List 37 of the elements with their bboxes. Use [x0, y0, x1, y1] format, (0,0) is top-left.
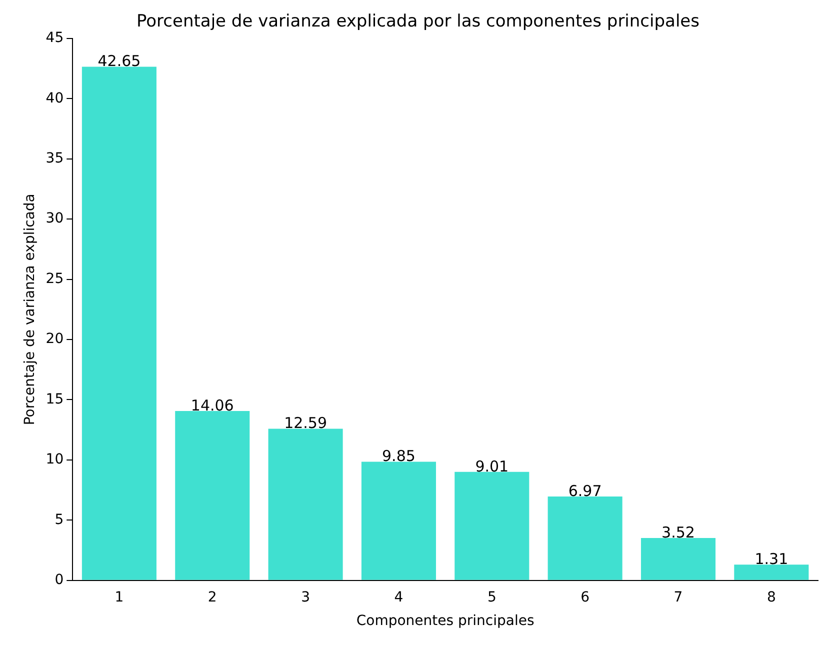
data-label: 6.97 — [568, 482, 602, 500]
data-label: 42.65 — [98, 52, 141, 70]
y-tick-label: 25 — [46, 270, 64, 287]
x-tick-label: 6 — [580, 589, 590, 606]
x-tick-label: 7 — [674, 589, 683, 606]
bar — [548, 496, 622, 580]
bar — [734, 564, 809, 580]
data-label: 1.31 — [754, 550, 788, 568]
bar — [268, 428, 343, 580]
x-tick-label: 5 — [487, 589, 496, 606]
x-tick-label: 1 — [114, 589, 124, 606]
y-axis-title: Porcentaje de varianza explicada — [22, 194, 38, 426]
x-tick-label: 8 — [766, 589, 776, 606]
data-label: 12.59 — [284, 414, 328, 432]
y-tick-label: 20 — [46, 331, 64, 348]
y-tick-label: 35 — [46, 150, 64, 166]
x-tick-label: 2 — [208, 589, 217, 606]
y-tick-label: 0 — [54, 572, 64, 588]
y-tick-label: 40 — [46, 90, 64, 106]
data-label: 3.52 — [662, 523, 695, 542]
x-tick-label: 4 — [394, 589, 404, 606]
y-tick-label: 30 — [46, 210, 64, 227]
bar — [175, 411, 250, 580]
bar — [454, 472, 530, 580]
x-axis-title: Componentes principales — [356, 613, 534, 630]
bar — [640, 538, 716, 580]
chart-title: Porcentaje de varianza explicada por las componentes principales — [136, 12, 700, 32]
y-tick-label: 5 — [54, 512, 64, 528]
y-tick-label: 45 — [46, 30, 64, 46]
y-tick-label: 10 — [46, 452, 64, 468]
data-label: 14.06 — [190, 396, 234, 414]
data-label: 9.01 — [475, 457, 509, 476]
bar — [82, 66, 156, 580]
x-tick-label: 3 — [301, 589, 310, 606]
y-tick-label: 15 — [46, 391, 64, 408]
bar — [361, 462, 436, 580]
data-label: 9.85 — [382, 447, 416, 466]
